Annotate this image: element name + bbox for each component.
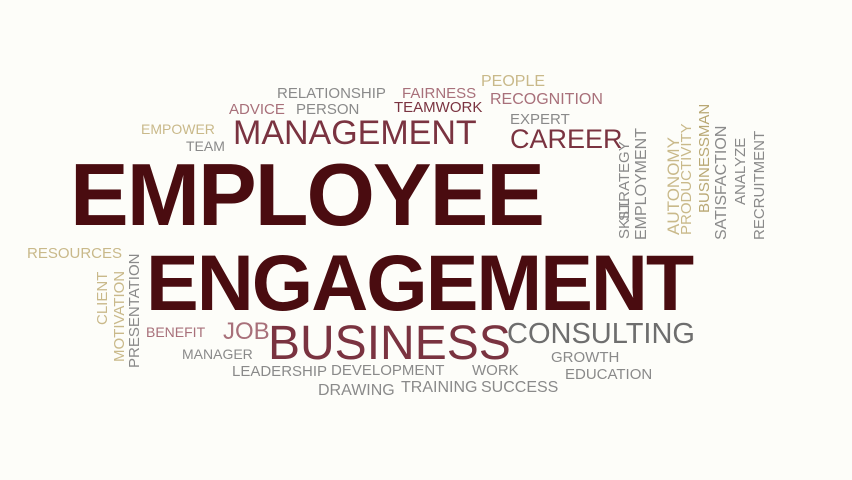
word-recruitment: RECRUITMENT [751, 130, 768, 240]
word-recognition: RECOGNITION [490, 91, 603, 108]
word-people: PEOPLE [481, 73, 546, 90]
word-skill: SKILL [616, 198, 633, 239]
word-employee: EMPLOYEE [70, 145, 545, 244]
word-success: SUCCESS [481, 379, 559, 396]
word-benefit: BENEFIT [146, 324, 206, 340]
word-engagement: ENGAGEMENT [146, 238, 694, 327]
word-expert: EXPERT [510, 111, 570, 128]
word-person: PERSON [296, 101, 360, 118]
word-team: TEAM [186, 138, 225, 154]
word-consulting: CONSULTING [507, 318, 695, 350]
word-career: CAREER [510, 124, 623, 154]
word-work: WORK [472, 362, 519, 379]
word-management: MANAGEMENT [233, 114, 477, 152]
word-business: BUSINESS [268, 317, 511, 370]
word-growth: GROWTH [551, 349, 620, 366]
word-leadership: LEADERSHIP [232, 363, 328, 380]
word-relationship: RELATIONSHIP [277, 85, 386, 102]
word-motivation: MOTIVATION [111, 270, 128, 362]
word-teamwork: TEAMWORK [394, 99, 483, 116]
word-training: TRAINING [401, 379, 478, 396]
word-empower: EMPOWER [141, 121, 215, 137]
word-client: CLIENT [94, 271, 111, 325]
word-resources: RESOURCES [27, 245, 123, 262]
word-businessman: BUSINESSMAN [696, 103, 713, 213]
word-advice: ADVICE [229, 101, 285, 118]
word-presentation: PRESENTATION [126, 253, 143, 368]
word-job: JOB [223, 318, 270, 345]
word-satisfaction: SATISFACTION [713, 125, 730, 240]
word-development: DEVELOPMENT [331, 362, 445, 379]
word-fairness: FAIRNESS [402, 85, 477, 102]
word-analyze: ANALYZE [732, 137, 749, 205]
word-drawing: DRAWING [318, 382, 395, 399]
word-employment: EMPLOYMENT [633, 127, 650, 240]
word-manager: MANAGER [182, 346, 253, 362]
word-productivity: PRODUCTIVITY [678, 123, 695, 235]
word-education: EDUCATION [565, 366, 653, 383]
